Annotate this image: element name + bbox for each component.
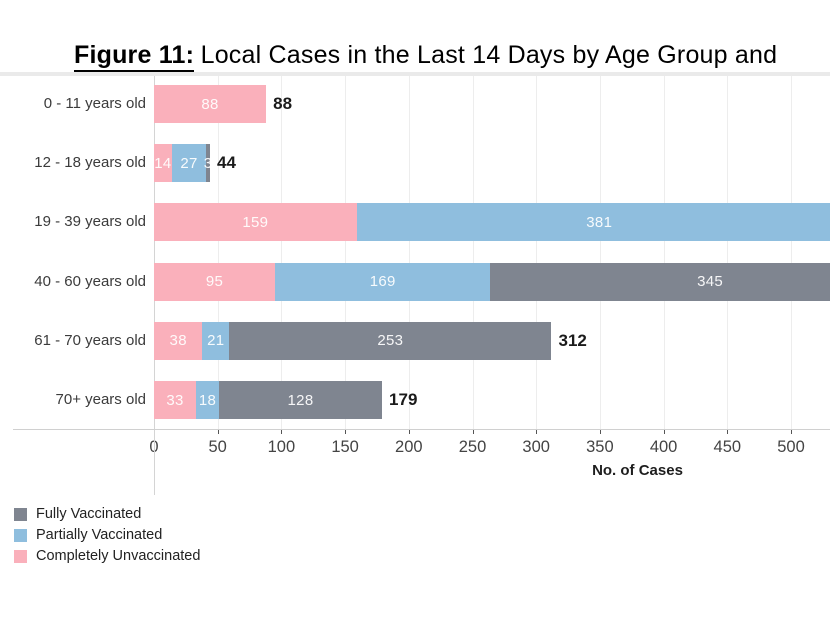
legend-label: Partially Vaccinated (36, 527, 163, 543)
legend-swatch (14, 507, 27, 521)
axis-tick (599, 429, 601, 434)
category-label: 12 - 18 years old (34, 154, 146, 172)
gridline (727, 76, 729, 429)
bar-segment-label: 128 (287, 391, 314, 409)
axis-tick (345, 429, 347, 434)
bar-segment: 18 (196, 381, 219, 419)
category-label: 61 - 70 years old (34, 331, 146, 349)
bar-segment-label: 95 (205, 273, 224, 291)
gridline (472, 76, 474, 429)
bar-segment: 88 (154, 85, 267, 123)
bar-total-label: 179 (389, 390, 418, 409)
legend-swatch (14, 528, 27, 542)
x-tick-label: 350 (586, 438, 614, 456)
category-label: 0 - 11 years old (43, 95, 146, 112)
bar-segment-label: 253 (377, 332, 404, 350)
x-tick-label: 200 (395, 438, 423, 456)
plot-top-border (0, 72, 830, 76)
bar-segment-label: 21 (207, 332, 225, 350)
bar-segment: 381 (356, 203, 830, 242)
bar-segment: 3 (203, 144, 213, 183)
x-tick-label: 100 (267, 438, 296, 456)
bar-segment-label: 33 (166, 391, 184, 409)
axis-tick (408, 429, 410, 434)
axis-tick (536, 429, 538, 434)
bar-segment: 33 (154, 381, 197, 419)
legend: Fully Vaccinated Partially Vaccinated Comp… (14, 506, 200, 564)
bar-segment: 159 (154, 203, 357, 242)
bar-segment-label: 169 (369, 273, 396, 291)
legend-entry: Completely Unvaccinated (14, 548, 200, 564)
bar-segment: 345 (490, 262, 830, 301)
gridline (345, 76, 347, 429)
gridline (791, 76, 792, 429)
x-tick-label: 500 (777, 438, 805, 456)
axis-tick (472, 429, 474, 434)
bar-segment-label: 88 (201, 95, 219, 113)
legend-label: Completely Unvaccinated (36, 548, 201, 564)
legend-label: Fully Vaccinated (36, 506, 142, 522)
x-tick-label: 450 (713, 438, 742, 456)
bar-segment-label: 38 (169, 332, 187, 350)
category-label: 19 - 39 years old (34, 213, 146, 231)
x-tick-label: 150 (331, 438, 359, 456)
bar-segment: 128 (218, 381, 383, 419)
gridline (217, 76, 219, 429)
legend-entry: Partially Vaccinated (14, 527, 200, 543)
x-axis-title: No. of Cases (592, 462, 683, 479)
gridline (663, 76, 665, 429)
gridline (408, 76, 410, 429)
bar-total-label: 44 (217, 153, 236, 173)
bar-segment-label: 18 (198, 391, 217, 409)
bar-segment: 14 (154, 144, 172, 183)
x-axis-line (13, 429, 830, 430)
bar-total-label: 88 (273, 94, 293, 113)
bar-segment-label: 14 (154, 154, 172, 172)
axis-tick (727, 429, 729, 434)
x-tick-label: 300 (522, 438, 550, 456)
gridline (536, 76, 538, 429)
category-label: 70+ years old (55, 391, 146, 408)
bar-segment-label: 3 (203, 154, 213, 172)
bar-segment: 253 (229, 321, 552, 360)
legend-swatch (14, 549, 27, 563)
bar-segment: 95 (154, 262, 276, 301)
x-tick-label: 250 (458, 438, 487, 456)
x-tick-label: 50 (208, 438, 227, 456)
category-label: 40 - 60 years old (34, 272, 146, 290)
bar-total-label: 312 (558, 330, 587, 350)
bar-segment: 21 (202, 321, 230, 360)
figure-label: Figure 11: (74, 41, 195, 73)
axis-tick (281, 429, 283, 434)
title-text: Local Cases in the Last 14 Days by Age G… (200, 41, 778, 69)
gridline (281, 76, 283, 429)
axis-tick (217, 429, 219, 434)
legend-entry: Fully Vaccinated (14, 506, 200, 522)
axis-tick (663, 429, 665, 434)
chart-title: Figure 11: Local Cases in the Last 14 Day… (74, 41, 778, 73)
bar-segment: 169 (275, 262, 491, 301)
gridline (599, 76, 601, 429)
axis-tick (791, 429, 792, 434)
bar-segment-label: 381 (586, 213, 613, 231)
bar-segment: 27 (171, 144, 207, 183)
bar-segment-label: 27 (180, 154, 198, 172)
bar-segment-label: 159 (242, 213, 269, 231)
x-tick-label: 400 (649, 438, 678, 456)
bar-segment-label: 345 (697, 273, 724, 291)
bar-segment: 38 (154, 321, 203, 360)
